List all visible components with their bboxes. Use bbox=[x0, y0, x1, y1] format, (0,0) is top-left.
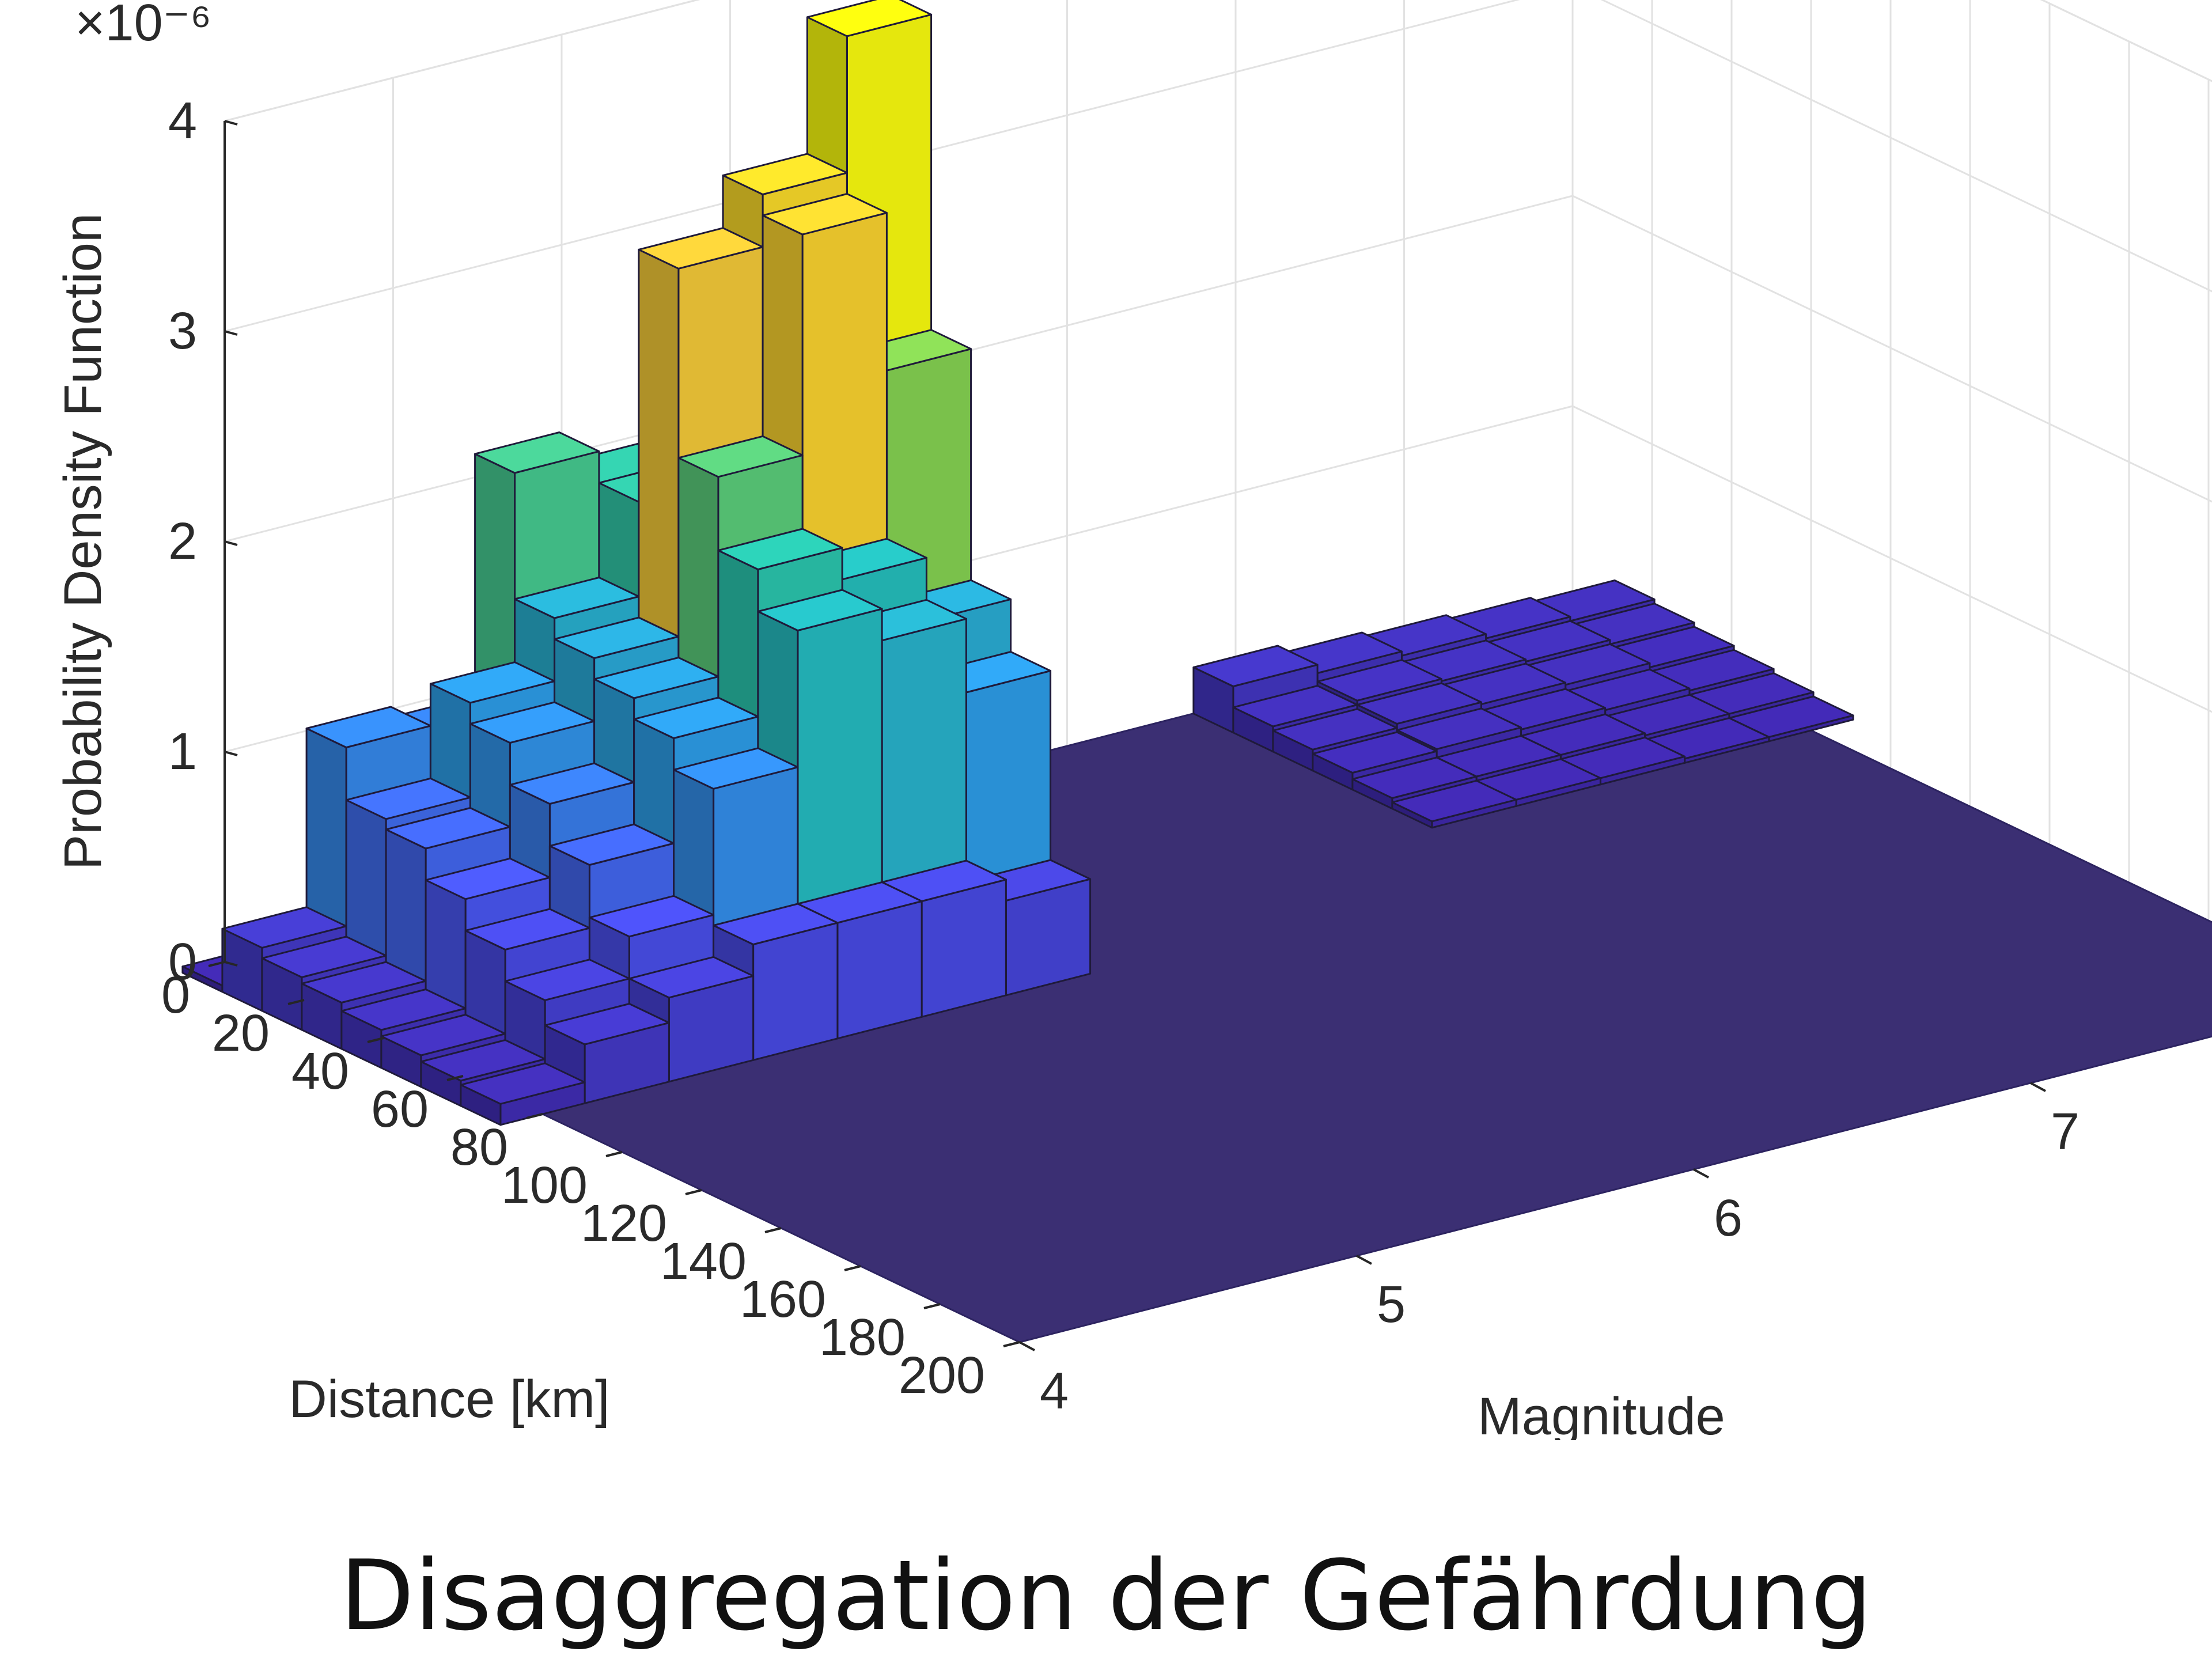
bar-face-top bbox=[1356, 682, 1482, 725]
bar-d55-m7 bbox=[1391, 779, 1517, 829]
bar-face-top bbox=[717, 528, 843, 570]
x-axis-tick bbox=[287, 999, 305, 1005]
y-axis-tick bbox=[1019, 1341, 1035, 1351]
bar-face-top bbox=[1272, 708, 1398, 751]
bar-face-top bbox=[677, 435, 804, 478]
x-axis-tick bbox=[685, 1189, 702, 1195]
x-tick-label: 200 bbox=[899, 1347, 985, 1404]
z-tick-label: 2 bbox=[168, 513, 197, 570]
y-tick-label: 6 bbox=[1714, 1190, 1743, 1247]
bar-face-front bbox=[752, 922, 839, 1061]
bar-face-top bbox=[1351, 756, 1478, 799]
x-tick-label: 80 bbox=[450, 1119, 508, 1176]
y-tick-label: 4 bbox=[1040, 1362, 1069, 1420]
z-axis-tick bbox=[224, 120, 238, 126]
bar-face-top bbox=[588, 895, 715, 938]
bar-face-top bbox=[1396, 707, 1522, 750]
bars-group bbox=[181, 0, 1854, 1126]
z-axis-tick bbox=[224, 540, 238, 546]
grid-line-z-4 bbox=[224, 0, 2212, 122]
bar-face-top bbox=[1316, 659, 1442, 702]
x-axis-tick bbox=[526, 1113, 543, 1119]
y-axis-tick bbox=[2030, 1082, 2046, 1092]
bar-face-top bbox=[713, 903, 839, 945]
z-axis-tick bbox=[224, 751, 238, 756]
bar-face-top bbox=[762, 193, 888, 236]
floor-plane bbox=[222, 615, 2212, 1343]
z-axis-label: Probability Density Function bbox=[54, 213, 112, 870]
y-tick-label: 5 bbox=[1377, 1276, 1406, 1334]
grid-line-z-3 bbox=[224, 0, 2212, 332]
floor-surface bbox=[222, 615, 2212, 1343]
x-axis-tick bbox=[923, 1303, 941, 1309]
x-tick-label: 140 bbox=[660, 1233, 747, 1290]
figure-caption: Disaggregation der Gefährdung bbox=[339, 1539, 1873, 1652]
bar-face-top bbox=[544, 1003, 670, 1046]
bar-face-top bbox=[673, 747, 799, 790]
bar-face-top bbox=[806, 0, 933, 37]
bar-face-top bbox=[474, 431, 600, 474]
x-axis-tick bbox=[1003, 1341, 1020, 1347]
z-axis-tick bbox=[224, 330, 238, 336]
z-tick-label: 0 bbox=[168, 933, 197, 991]
bar-face-top bbox=[1391, 779, 1517, 823]
x-tick-label: 40 bbox=[291, 1043, 349, 1100]
bar-d75-m4 bbox=[460, 1062, 586, 1126]
x-axis-tick bbox=[367, 1037, 384, 1043]
y-tick-label: 7 bbox=[2051, 1103, 2080, 1161]
y-axis-tick bbox=[1356, 1255, 1372, 1265]
z-tick-label: 1 bbox=[168, 723, 197, 781]
x-tick-label: 180 bbox=[819, 1309, 906, 1366]
y-axis-label: Magnitude bbox=[1478, 1387, 1725, 1440]
bar-face-top bbox=[1192, 645, 1319, 687]
z-tick-label: 3 bbox=[168, 302, 197, 360]
x-axis-tick bbox=[844, 1265, 861, 1271]
z-axis-tick bbox=[224, 961, 238, 967]
axes-group: 0123402040608010012014016018020045678 bbox=[161, 92, 2080, 1420]
x-axis-tick bbox=[208, 961, 225, 967]
x-axis-tick bbox=[446, 1075, 464, 1081]
bar-face-front bbox=[836, 900, 923, 1040]
x-axis-label: Distance [km] bbox=[289, 1370, 609, 1429]
bar-face-front bbox=[921, 878, 1007, 1018]
x-tick-label: 20 bbox=[212, 1005, 270, 1062]
bar-face-top bbox=[460, 1062, 586, 1105]
x-tick-label: 0 bbox=[161, 967, 190, 1024]
x-tick-label: 60 bbox=[371, 1081, 429, 1138]
y-axis-tick bbox=[1693, 1168, 1709, 1179]
x-axis-tick bbox=[605, 1151, 623, 1157]
bar-face-top bbox=[722, 153, 848, 195]
disaggregation-3d-bar-chart: 0123402040608010012014016018020045678 ×1… bbox=[54, 0, 2212, 1440]
bar-face-top bbox=[628, 956, 755, 999]
x-axis-tick bbox=[764, 1227, 782, 1233]
x-tick-label: 160 bbox=[740, 1271, 826, 1328]
x-tick-label: 120 bbox=[581, 1195, 667, 1252]
bar-face-top bbox=[757, 589, 883, 631]
z-axis-exponent: ×10⁻⁶ bbox=[75, 0, 211, 52]
z-tick-label: 4 bbox=[168, 92, 197, 150]
bar-face-top bbox=[1312, 731, 1438, 774]
x-tick-label: 100 bbox=[501, 1157, 588, 1214]
